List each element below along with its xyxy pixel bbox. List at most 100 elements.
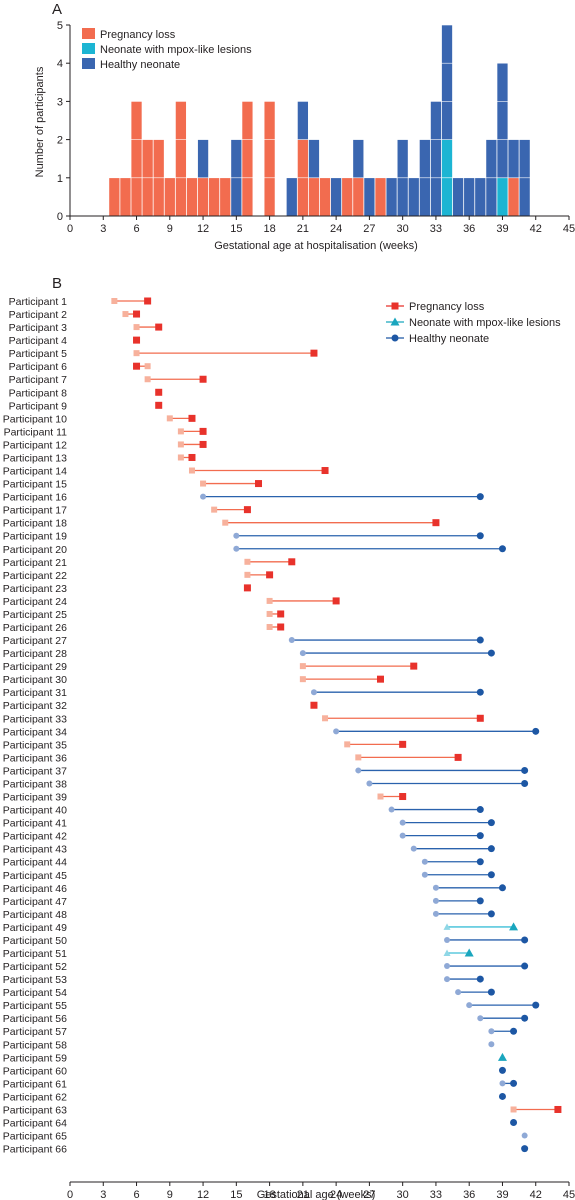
x-tick-label: 33 [430,223,442,235]
panel-a-letter: A [52,1,62,18]
participant-label: Participant 30 [3,674,67,686]
bar-segment-healthy-neonate [330,178,342,216]
participant-label: Participant 54 [3,987,67,999]
bar-segment-pregnancy-loss [508,178,519,216]
participant-row: Participant 58 [3,1039,495,1051]
bar-segment-pregnancy-loss [197,178,209,216]
y-tick-label: 4 [57,58,63,70]
outcome-marker-healthy-neonate [532,1001,540,1009]
bar-segment-pregnancy-loss [242,139,253,178]
outcome-marker-pregnancy-loss [199,427,207,435]
hospitalisation-marker [455,989,462,996]
panel-a-y-ticks: 0 1 2 3 4 5 [57,20,70,223]
participant-row: Participant 29 [3,661,418,673]
outcome-marker-healthy-neonate [476,858,484,866]
outcome-marker-healthy-neonate [521,936,529,944]
participant-label: Participant 22 [3,570,67,582]
legend-swatch [82,58,95,69]
outcome-marker-healthy-neonate [510,1079,518,1087]
y-tick-label: 2 [57,135,63,147]
hospitalisation-marker [388,806,395,813]
x-tick-label: 36 [463,1189,475,1200]
outcome-marker-pregnancy-loss [288,558,296,566]
participant-label: Participant 47 [3,896,67,908]
bar-segment-healthy-neonate [497,101,508,140]
x-tick-label: 21 [297,223,309,235]
outcome-marker-healthy-neonate [510,1119,518,1127]
x-tick-label: 24 [330,223,342,235]
outcome-marker-healthy-neonate [521,1014,529,1022]
participant-label: Participant 59 [3,1052,67,1064]
outcome-marker-healthy-neonate [487,871,495,879]
participant-row: Participant 13 [3,452,196,464]
participant-label: Participant 9 [9,400,68,412]
participant-row: Participant 65 [3,1131,528,1143]
hospitalisation-marker [133,324,140,331]
participant-label: Participant 6 [9,361,68,373]
participant-label: Participant 4 [9,335,68,347]
participant-row: Participant 42 [3,831,484,843]
outcome-marker-healthy-neonate [476,493,484,501]
outcome-marker-mpox-lesions [509,922,519,931]
participant-label: Participant 56 [3,1013,67,1025]
participant-label: Participant 39 [3,792,67,804]
outcome-marker-pregnancy-loss [310,349,318,357]
x-tick-label: 9 [167,1189,173,1200]
hospitalisation-marker [233,532,240,539]
participant-row: Participant 55 [3,1000,540,1012]
outcome-marker-pregnancy-loss [399,793,407,801]
hospitalisation-marker [144,376,151,383]
participant-row: Participant 31 [3,687,484,699]
hospitalisation-marker [266,610,273,617]
hospitalisation-marker [488,1028,495,1035]
hospitalisation-marker [133,350,140,357]
hospitalisation-marker [344,741,351,748]
participant-row: Participant 6 [9,361,151,373]
hospitalisation-marker [310,689,317,696]
bar-segment-healthy-neonate [386,178,397,216]
bar-segment-healthy-neonate [475,178,486,216]
x-tick-label: 45 [563,223,575,235]
x-tick-label: 15 [230,223,242,235]
participant-label: Participant 25 [3,609,67,621]
participant-label: Participant 15 [3,479,67,491]
outcome-marker-pregnancy-loss [155,323,163,331]
hospitalisation-marker [122,311,129,318]
outcome-marker-pregnancy-loss [188,414,196,422]
participant-label: Participant 27 [3,635,67,647]
hospitalisation-marker [477,1015,484,1022]
participant-row: Participant 66 [3,1144,529,1156]
bar-segment-healthy-neonate [419,178,430,216]
panel-a-legend: Pregnancy loss Neonate with mpox-like les… [82,28,252,71]
participant-label: Participant 48 [3,909,67,921]
hospitalisation-marker [432,884,439,891]
outcome-marker-pregnancy-loss [243,584,251,592]
bar-segment-pregnancy-loss [142,178,153,216]
participant-label: Participant 16 [3,492,67,504]
legend-marker-circle [391,334,399,342]
hospitalisation-marker [432,897,439,904]
x-tick-label: 27 [363,1189,375,1200]
x-tick-label: 33 [430,1189,442,1200]
outcome-marker-healthy-neonate [510,1027,518,1035]
legend-marker-triangle [390,317,400,326]
participant-row: Participant 54 [3,987,495,999]
bar-segment-healthy-neonate [441,63,453,102]
participant-row: Participant 5 [9,348,318,360]
bar-segment-healthy-neonate [486,139,497,178]
bar-segment-pregnancy-loss [142,139,153,178]
participant-label: Participant 26 [3,622,67,634]
bar-segment-healthy-neonate [464,178,475,216]
participant-row: Participant 38 [3,778,529,790]
bar-segment-pregnancy-loss [308,178,320,216]
participant-row: Participant 21 [3,557,296,569]
bar-segment-mpox-lesions [441,178,453,216]
hospitalisation-marker [288,637,295,644]
outcome-marker-healthy-neonate [521,766,529,774]
participant-label: Participant 3 [9,322,68,334]
hospitalisation-marker [166,415,173,422]
hospitalisation-marker [233,545,240,552]
bar-segment-healthy-neonate [519,178,530,216]
participant-row: Participant 22 [3,570,274,582]
outcome-marker-healthy-neonate [487,649,495,657]
